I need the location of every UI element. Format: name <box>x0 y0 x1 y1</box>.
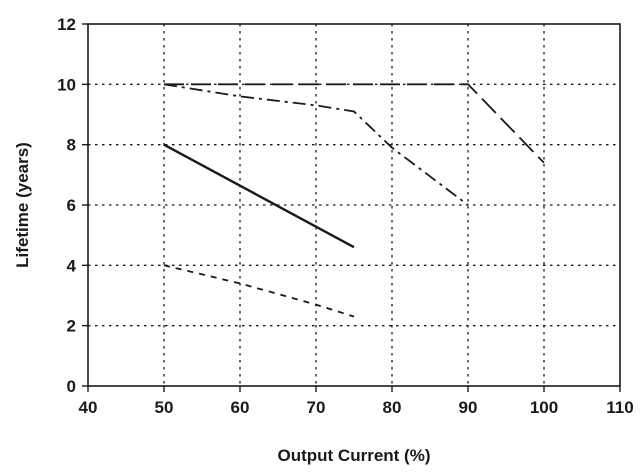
y-tick-label: 0 <box>67 377 76 396</box>
axis-ticks: 40 50 60 70 80 90 100 110 0 2 4 6 8 10 12 <box>57 15 634 417</box>
series-group <box>163 83 545 318</box>
x-tick-label: 100 <box>530 398 558 417</box>
y-tick-label: 10 <box>57 75 76 94</box>
series-line-3-solid <box>163 143 355 249</box>
x-tick-label: 90 <box>459 398 478 417</box>
x-tick-label: 110 <box>606 398 633 417</box>
x-tick-label: 70 <box>307 398 326 417</box>
x-tick-label: 60 <box>231 398 250 417</box>
x-axis-title: Output Current (%) <box>278 446 431 465</box>
y-tick-label: 8 <box>67 136 76 155</box>
y-tick-label: 6 <box>67 196 76 215</box>
x-tick-label: 40 <box>79 398 98 417</box>
series-line-2-dash-dot <box>163 83 469 206</box>
y-axis-title: Lifetime (years) <box>13 142 32 268</box>
y-tick-label: 2 <box>67 317 76 336</box>
y-tick-label: 4 <box>67 256 77 275</box>
y-tick-label: 12 <box>57 15 76 34</box>
x-tick-label: 50 <box>155 398 174 417</box>
series-line-1-long-dash <box>164 83 545 164</box>
series-line-4-short-dash <box>163 264 355 318</box>
x-tick-label: 80 <box>383 398 402 417</box>
